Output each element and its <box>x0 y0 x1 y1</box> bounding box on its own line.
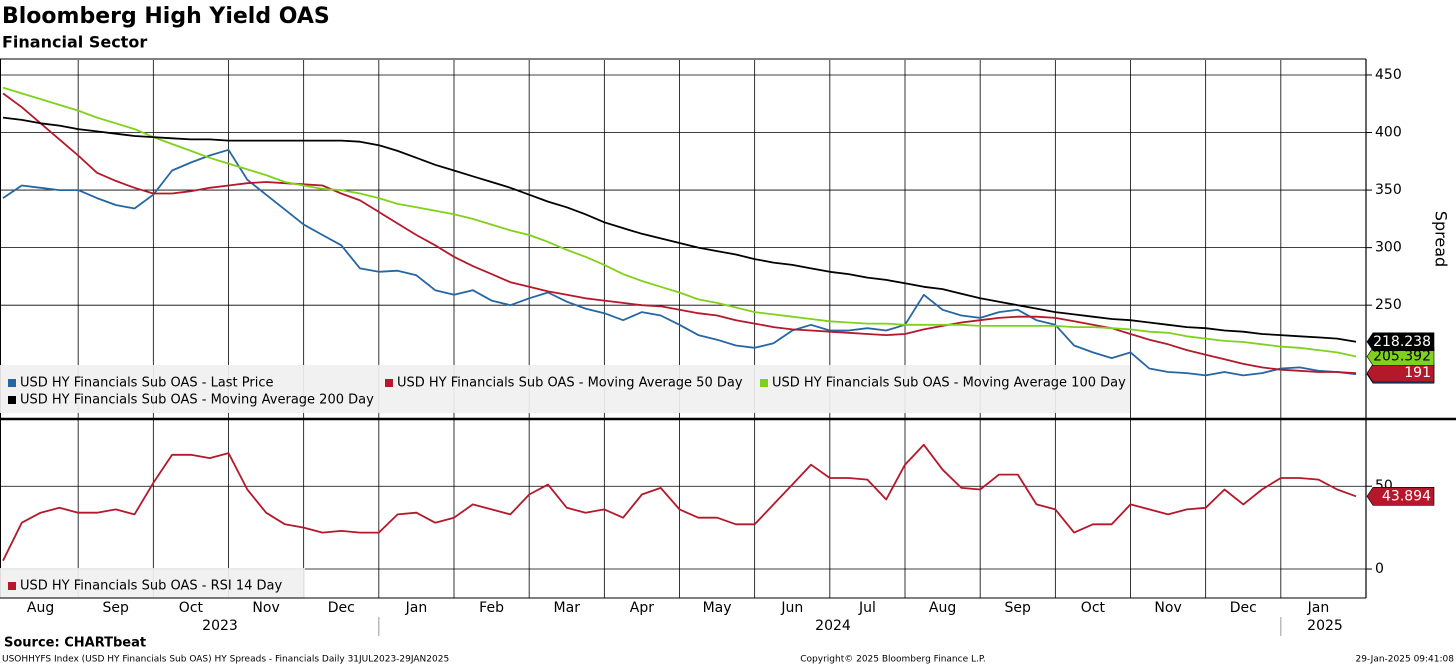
legend-swatch <box>8 396 16 404</box>
x-tick-label: Aug <box>27 600 54 616</box>
footer-center: Copyright© 2025 Bloomberg Finance L.P. <box>800 655 985 665</box>
last-value-label: 191 <box>1404 365 1431 381</box>
legend-label: USD HY Financials Sub OAS - RSI 14 Day <box>20 579 282 594</box>
legend-label: USD HY Financials Sub OAS - Moving Avera… <box>772 376 1126 391</box>
legend-swatch <box>385 379 393 387</box>
last-value-label: 205.392 <box>1373 349 1431 365</box>
x-tick-label: Jul <box>858 600 876 616</box>
y-tick-label: 450 <box>1375 67 1402 83</box>
x-tick-label: Jan <box>405 600 428 616</box>
last-value-tag <box>1366 487 1435 506</box>
last-value-label: 43.894 <box>1382 488 1431 504</box>
y-tick-label: 0 <box>1375 561 1384 577</box>
x-tick-label: Apr <box>630 600 654 616</box>
last-value-label: 218.238 <box>1373 334 1431 350</box>
last-value-tag <box>1366 332 1435 352</box>
y-tick-label: 350 <box>1375 182 1402 198</box>
source: Source: CHARTbeat <box>4 636 146 651</box>
x-tick-label: May <box>703 600 732 616</box>
series-line <box>2 92 1357 374</box>
x-tick-label: Aug <box>929 600 956 616</box>
legend-label: USD HY Financials Sub OAS - Last Price <box>20 376 274 391</box>
y-tick-label: 400 <box>1375 125 1402 141</box>
footer-right: 29-Jan-2025 09:41:08 <box>1355 655 1454 665</box>
chart-title: Bloomberg High Yield OAS <box>2 4 330 29</box>
legend-swatch <box>8 379 16 387</box>
last-value-tag <box>1366 363 1435 383</box>
y-tick-label: 250 <box>1375 297 1402 313</box>
legend-swatch <box>760 379 768 387</box>
x-tick-label: Jun <box>780 600 803 616</box>
legend-swatch <box>8 582 16 590</box>
series-line <box>2 86 1357 358</box>
x-tick-label: Dec <box>328 600 355 616</box>
year-label: 2025 <box>1307 618 1343 634</box>
legend-box <box>0 365 1130 413</box>
legend-label: USD HY Financials Sub OAS - Moving Avera… <box>20 393 374 408</box>
legend-label: USD HY Financials Sub OAS - Moving Avera… <box>397 376 743 391</box>
x-tick-label: Sep <box>103 600 130 616</box>
y-tick-label: 300 <box>1375 240 1402 256</box>
x-tick-label: Nov <box>252 600 279 616</box>
x-tick-label: Oct <box>1081 600 1106 616</box>
x-tick-label: Feb <box>479 600 504 616</box>
x-tick-label: Sep <box>1005 600 1032 616</box>
x-tick-label: Nov <box>1154 600 1181 616</box>
series-line <box>2 443 1357 562</box>
x-tick-label: Oct <box>179 600 204 616</box>
footer-left: USOHHYFS Index (USD HY Financials Sub OA… <box>2 655 449 665</box>
series-line <box>2 148 1357 377</box>
y-axis-label: Spread <box>1432 211 1451 267</box>
legend-box <box>0 568 305 599</box>
x-tick-label: Mar <box>554 600 581 616</box>
x-tick-label: Jan <box>1307 600 1330 616</box>
year-label: 2024 <box>815 618 851 634</box>
chart-subtitle: Financial Sector <box>2 33 147 52</box>
series-line <box>2 116 1357 343</box>
year-label: 2023 <box>202 618 238 634</box>
x-tick-label: Dec <box>1230 600 1257 616</box>
